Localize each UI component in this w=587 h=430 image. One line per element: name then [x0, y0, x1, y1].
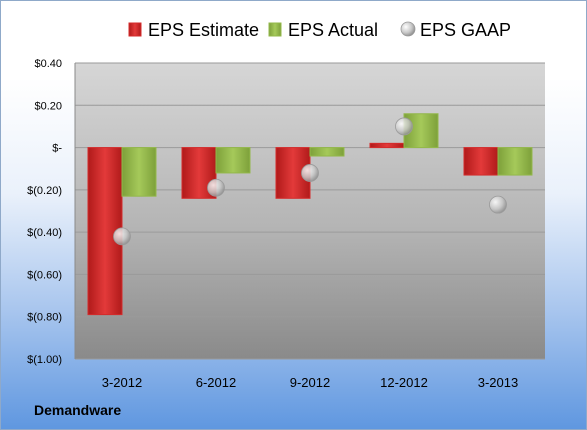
- x-tick-label: 3-2012: [102, 375, 142, 390]
- eps-actual-bar: [121, 147, 157, 197]
- x-tick-label: 6-2012: [196, 375, 236, 390]
- x-axis: 3-2012 6-2012 9-2012 12-2012 3-2013: [102, 375, 518, 390]
- eps-actual-bar: [497, 147, 533, 176]
- x-tick-label: 12-2012: [380, 375, 428, 390]
- y-tick-label: $0.40: [34, 58, 62, 70]
- legend-estimate-swatch: [128, 22, 142, 37]
- legend-actual-swatch: [268, 22, 282, 37]
- eps-gaap-point: [395, 117, 413, 136]
- y-tick-label: $(0.60): [27, 269, 62, 281]
- y-tick-label: $(1.00): [27, 354, 62, 366]
- y-tick-label: $(0.20): [27, 185, 62, 197]
- company-name: Demandware: [34, 402, 122, 418]
- legend-label: EPS Estimate: [148, 20, 259, 40]
- y-tick-label: $(0.40): [27, 227, 62, 239]
- plot-area: [75, 63, 545, 359]
- y-tick-label: $-: [52, 143, 62, 155]
- eps-estimate-bar: [369, 142, 405, 149]
- y-tick-label: $0.20: [34, 100, 62, 112]
- legend-label: EPS GAAP: [420, 20, 511, 40]
- eps-gaap-point: [301, 164, 319, 182]
- y-axis: $0.40 $0.20 $- $(0.20) $(0.40) $(0.60) $(0.80)…: [27, 58, 76, 366]
- eps-actual-bar: [215, 147, 251, 174]
- gaap-points: [113, 117, 507, 246]
- eps-gaap-point: [113, 227, 131, 246]
- legend-label: EPS Actual: [288, 20, 378, 40]
- eps-estimate-bar: [463, 147, 499, 176]
- x-tick-label: 9-2012: [290, 375, 330, 390]
- eps-gaap-point: [489, 195, 507, 214]
- y-tick-label: $(0.80): [27, 312, 62, 324]
- legend-gaap-swatch: [400, 21, 416, 37]
- eps-gaap-point: [207, 178, 225, 197]
- x-tick-label: 3-2013: [478, 375, 518, 390]
- eps-actual-bar: [309, 147, 345, 157]
- chart-legend: EPS Estimate EPS Actual EPS GAAP: [128, 20, 511, 40]
